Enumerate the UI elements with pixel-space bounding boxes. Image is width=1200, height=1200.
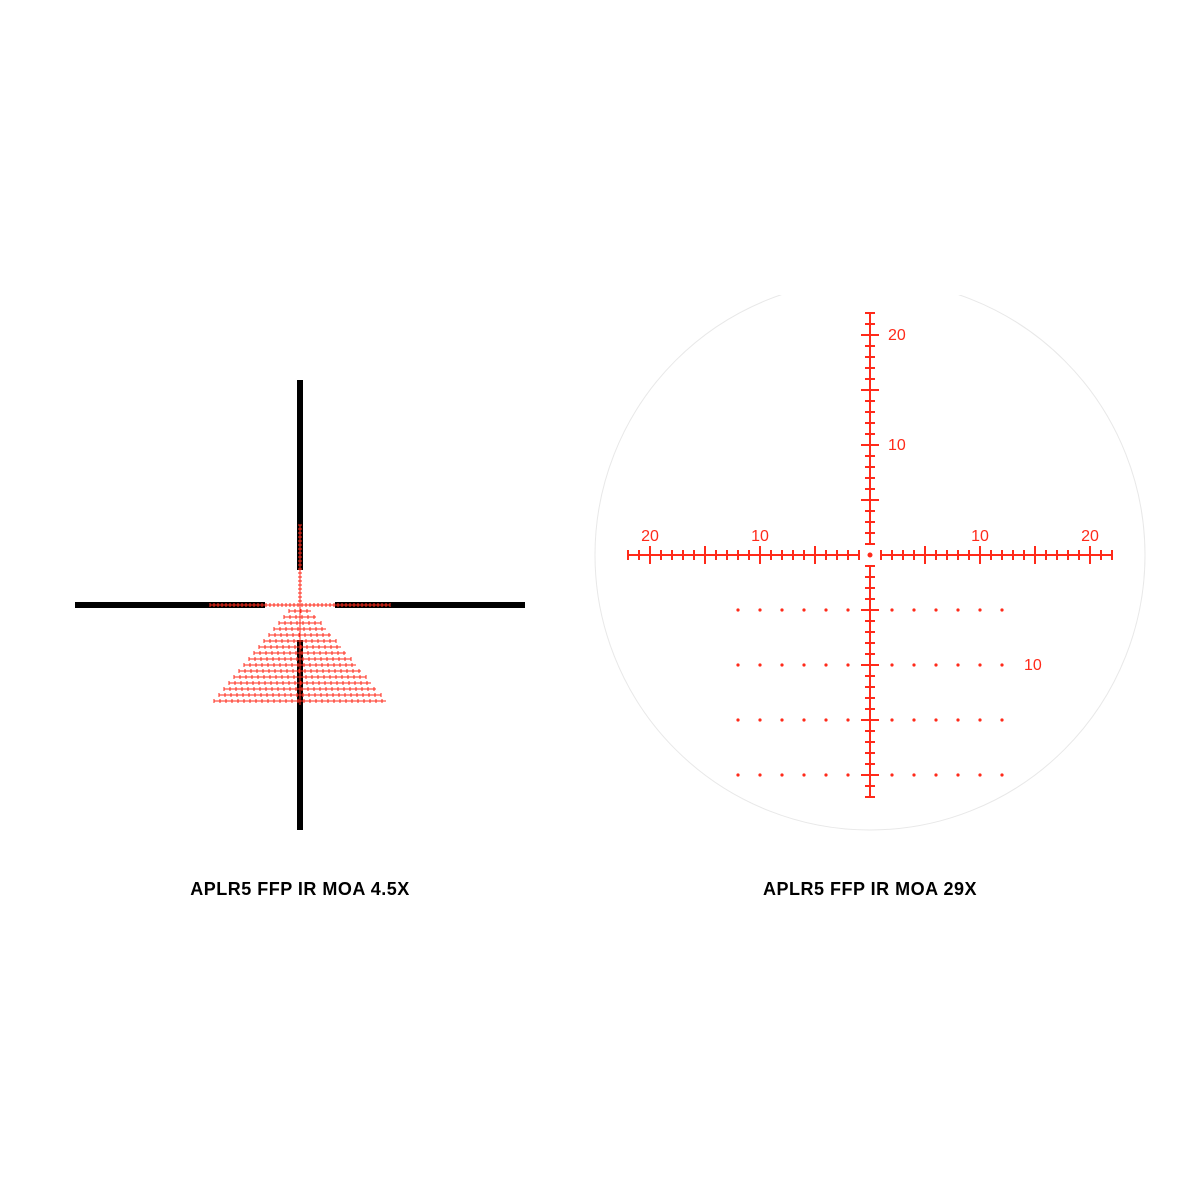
reticle-panel-right: 10 10 20 20 10 20 10 APLR5 FFP IR MOA 29X	[590, 295, 1150, 900]
svg-text:10: 10	[751, 528, 769, 545]
svg-text:20: 20	[641, 528, 659, 545]
diagram-wrap: APLR5 FFP IR MOA 4.5X 10 10 20 20 10 20 10 APL…	[0, 0, 1200, 1200]
reticle-left-svg	[50, 355, 550, 855]
reticle-panel-left: APLR5 FFP IR MOA 4.5X	[50, 355, 550, 900]
caption-left: APLR5 FFP IR MOA 4.5X	[190, 879, 410, 900]
svg-text:20: 20	[888, 327, 906, 344]
svg-text:10: 10	[971, 528, 989, 545]
svg-text:10: 10	[1024, 657, 1042, 674]
svg-text:10: 10	[888, 437, 906, 454]
reticle-right-svg: 10 10 20 20 10 20 10	[590, 295, 1150, 855]
caption-right: APLR5 FFP IR MOA 29X	[763, 879, 977, 900]
svg-text:20: 20	[1081, 528, 1099, 545]
